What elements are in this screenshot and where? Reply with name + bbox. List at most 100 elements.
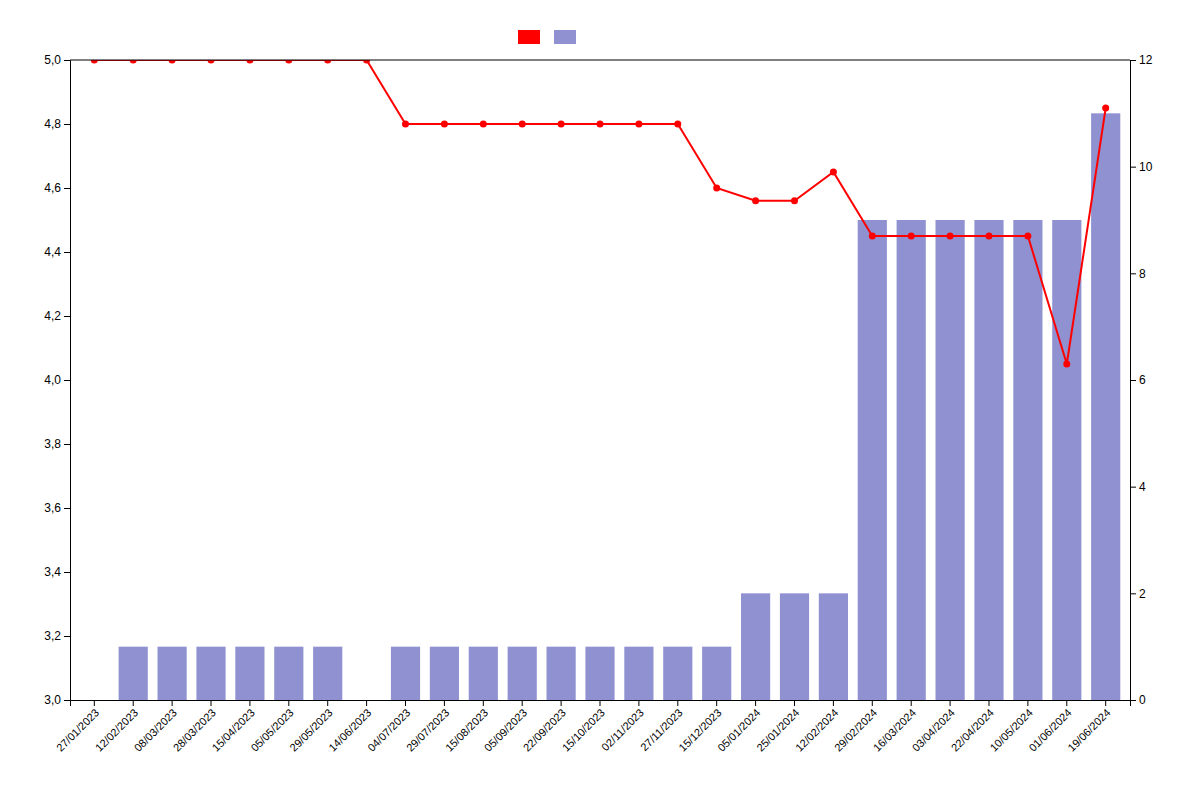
tick-mark [911, 700, 912, 706]
tick-mark [64, 188, 70, 189]
marker [597, 121, 604, 128]
marker [635, 121, 642, 128]
tick-label: 4,2 [44, 309, 61, 323]
bar [585, 647, 614, 700]
bar [235, 647, 264, 700]
y2-tick: 12 [1130, 53, 1153, 67]
bar [274, 647, 303, 700]
tick-mark [64, 316, 70, 317]
tick-label: 3,4 [44, 565, 61, 579]
marker [402, 121, 409, 128]
tick-mark [133, 700, 134, 706]
y2-tick: 0 [1130, 693, 1146, 707]
plot: 27/01/202312/02/202308/03/202328/03/2023… [44, 53, 1152, 753]
tick-mark [405, 700, 406, 706]
tick-label: 8 [1139, 267, 1146, 281]
y-tick: 4,6 [44, 181, 70, 195]
bar [119, 647, 148, 700]
y2-axis: 024681012 [1130, 53, 1153, 707]
y-tick: 3,8 [44, 437, 70, 451]
x-axis: 27/01/202312/02/202308/03/202328/03/2023… [54, 700, 1131, 754]
tick-mark [1130, 167, 1136, 168]
axis-line [1131, 61, 1137, 701]
bar [158, 647, 187, 700]
tick-label: 5,0 [44, 53, 61, 67]
legend [518, 30, 576, 44]
tick-label: 4,4 [44, 245, 61, 259]
y-tick: 4,4 [44, 245, 70, 259]
tick-mark [366, 700, 367, 706]
tick-label: 12 [1139, 53, 1153, 67]
marker [363, 60, 370, 64]
legend-swatch [518, 30, 540, 44]
axis-line [64, 61, 71, 701]
marker [713, 185, 720, 192]
marker [324, 60, 331, 64]
marker [1063, 361, 1070, 368]
frame-line [70, 60, 1130, 61]
tick-mark [211, 700, 212, 706]
marker [791, 197, 798, 204]
tick-mark [444, 700, 445, 706]
tick-mark [64, 380, 70, 381]
marker [674, 121, 681, 128]
tick-label: 3,8 [44, 437, 61, 451]
axis-line [71, 701, 1131, 707]
y2-tick: 8 [1130, 267, 1146, 281]
tick-mark [1130, 60, 1136, 61]
y2-tick: 10 [1130, 160, 1153, 174]
y-tick: 3,4 [44, 565, 70, 579]
bar [196, 647, 225, 700]
tick-label: 10 [1139, 160, 1153, 174]
tick-label: 3,0 [44, 693, 61, 707]
bar [897, 220, 926, 700]
marker [558, 121, 565, 128]
tick-mark [950, 700, 951, 706]
bar [508, 647, 537, 700]
tick-label: 4,8 [44, 117, 61, 131]
tick-mark [677, 700, 678, 706]
tick-label: 4 [1139, 480, 1146, 494]
bar [819, 593, 848, 700]
marker [1024, 233, 1031, 240]
bar [547, 647, 576, 700]
marker [441, 121, 448, 128]
marker [519, 121, 526, 128]
tick-mark [1130, 593, 1136, 594]
y-tick: 3,2 [44, 629, 70, 643]
marker [285, 60, 292, 64]
tick-mark [561, 700, 562, 706]
marker [91, 60, 98, 64]
tick-label: 0 [1139, 693, 1146, 707]
tick-mark [64, 60, 70, 61]
y-tick: 3,6 [44, 501, 70, 515]
tick-mark [64, 444, 70, 445]
marker [830, 169, 837, 176]
tick-mark [64, 508, 70, 509]
marker [869, 233, 876, 240]
tick-mark [64, 124, 70, 125]
tick-mark [1027, 700, 1028, 706]
tick-mark [833, 700, 834, 706]
bar [702, 647, 731, 700]
tick-label: 3,6 [44, 501, 61, 515]
bar [858, 220, 887, 700]
tick-mark [64, 572, 70, 573]
y2-tick: 4 [1130, 480, 1146, 494]
y2-tick: 2 [1130, 587, 1146, 601]
marker [246, 60, 253, 64]
tick-mark [64, 636, 70, 637]
bar [1013, 220, 1042, 700]
tick-mark [94, 700, 95, 706]
marker [130, 60, 137, 64]
tick-mark [794, 700, 795, 706]
marker [208, 60, 215, 64]
tick-mark [1105, 700, 1106, 706]
tick-mark [64, 252, 70, 253]
y-tick: 5,0 [44, 53, 70, 67]
bar [624, 647, 653, 700]
tick-mark [1066, 700, 1067, 706]
bar-series [119, 113, 1121, 700]
marks [91, 60, 1120, 700]
y-tick: 4,2 [44, 309, 70, 323]
